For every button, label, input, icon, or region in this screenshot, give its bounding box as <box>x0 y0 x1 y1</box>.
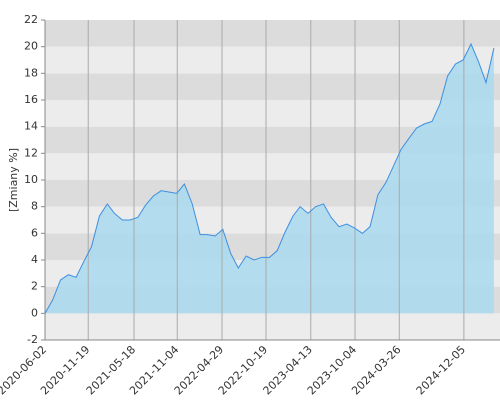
area <box>45 44 494 314</box>
y-tick-label: 4 <box>31 253 38 266</box>
y-tick-label: 8 <box>31 200 38 213</box>
y-tick-label: 12 <box>24 146 38 159</box>
y-tick-label: 2 <box>31 280 38 293</box>
y-axis-label: [Zmiany %] <box>7 148 20 212</box>
y-tick-label: 6 <box>31 226 38 239</box>
y-tick-label: 22 <box>24 13 38 26</box>
band <box>45 313 500 340</box>
y-tick-label: -2 <box>27 333 38 346</box>
y-tick-label: 14 <box>24 120 38 133</box>
x-tick-label: 2024-12-05 <box>414 343 468 397</box>
y-tick-label: 18 <box>24 66 38 79</box>
y-tick-label: 10 <box>24 173 38 186</box>
band <box>45 20 500 47</box>
line <box>44 42 495 314</box>
band <box>45 46 500 74</box>
band <box>45 73 500 100</box>
band <box>45 100 500 127</box>
y-tick-label: 20 <box>24 40 38 53</box>
y-tick-label: 0 <box>31 306 38 319</box>
y-tick-label: 16 <box>24 93 38 106</box>
